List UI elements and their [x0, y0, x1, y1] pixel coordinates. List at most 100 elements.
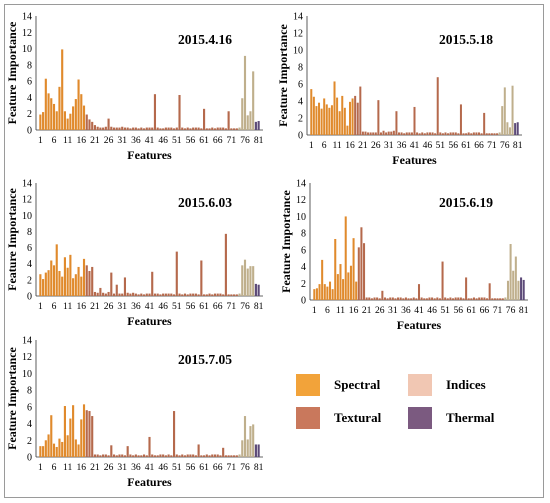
bar-spectral	[341, 95, 344, 135]
bar-spectral	[52, 443, 56, 457]
bar-textural	[452, 298, 455, 300]
bar-spectral	[50, 260, 53, 296]
bar-textural	[186, 294, 189, 296]
y-axis-label: Feature Importance	[5, 21, 19, 124]
x-tick-label: 71	[493, 305, 503, 316]
bar-spectral	[44, 272, 47, 296]
x-tick-label: 16	[345, 140, 355, 151]
bar-textural	[132, 455, 135, 457]
bar-textural	[452, 132, 455, 135]
bar-textural	[93, 291, 96, 296]
bar-spectral	[323, 98, 326, 135]
legend-item-indices: Indices	[408, 374, 486, 396]
bar-spectral	[44, 78, 47, 130]
bar-spectral	[328, 107, 331, 135]
y-tick-label: 6	[27, 77, 32, 88]
bar-textural	[88, 119, 91, 130]
bar-spectral	[50, 98, 53, 130]
bar-spectral	[77, 444, 80, 457]
bar-textural	[123, 277, 127, 296]
bar-textural	[446, 298, 449, 300]
bar-textural	[417, 284, 421, 300]
y-tick-label: 12	[22, 28, 32, 39]
bar-textural	[222, 447, 225, 457]
bar-textural	[369, 132, 372, 135]
bar-textural	[418, 133, 421, 135]
bar-textural	[99, 287, 102, 296]
x-tick-label: 1	[312, 305, 317, 316]
bar-spectral	[42, 279, 45, 296]
bar-textural	[357, 247, 360, 300]
bar-textural	[197, 127, 200, 130]
bar-indices	[249, 111, 252, 130]
bar-textural	[186, 127, 189, 130]
bar-textural	[194, 127, 197, 130]
bar-spectral	[318, 102, 321, 135]
x-tick-label: 1	[38, 301, 43, 312]
x-axis-label: Features	[127, 314, 172, 328]
x-tick-label: 16	[76, 135, 86, 146]
bar-textural	[85, 410, 88, 457]
bar-textural	[436, 77, 439, 135]
bar-spectral	[349, 265, 352, 300]
bar-textural	[364, 131, 367, 135]
bar-spectral	[343, 107, 346, 135]
bar-spectral	[61, 441, 64, 457]
bar-textural	[480, 133, 483, 135]
y-tick-label: 6	[298, 80, 303, 91]
bar-textural	[96, 126, 99, 130]
bar-spectral	[336, 274, 339, 300]
x-axis-label: Features	[397, 318, 442, 332]
x-tick-label: 36	[397, 140, 407, 151]
y-axis-label: Feature Importance	[279, 189, 293, 292]
bar-spectral	[55, 111, 58, 130]
bar-textural	[203, 108, 206, 130]
bar-textural	[219, 293, 222, 296]
bar-spectral	[55, 244, 58, 296]
bar-textural	[189, 128, 192, 130]
bar-textural	[465, 133, 468, 135]
bar-textural	[137, 455, 140, 457]
bar-textural	[167, 293, 170, 296]
y-tick-label: 2	[298, 114, 303, 125]
bar-indices	[238, 293, 241, 296]
bar-spectral	[47, 434, 50, 457]
bar-textural	[428, 132, 431, 135]
bar-textural	[216, 127, 219, 130]
bar-textural	[219, 127, 222, 130]
bar-spectral	[80, 94, 83, 130]
bar-textural	[88, 411, 91, 457]
x-tick-label: 61	[199, 301, 209, 312]
bar-textural	[454, 132, 457, 135]
bar-textural	[123, 455, 127, 457]
bar-textural	[121, 293, 124, 296]
bar-spectral	[330, 105, 333, 135]
bar-indices	[509, 244, 512, 300]
x-tick-label: 11	[63, 462, 72, 473]
bar-textural	[121, 454, 124, 457]
bar-spectral	[58, 438, 61, 457]
bar-textural	[134, 127, 137, 130]
y-tick-label: 4	[301, 262, 306, 273]
x-tick-label: 31	[384, 140, 394, 151]
bar-textural	[134, 293, 137, 296]
bar-textural	[235, 294, 238, 296]
bar-textural	[459, 104, 462, 135]
bar-spectral	[42, 446, 45, 457]
bar-textural	[107, 291, 110, 296]
bar-textural	[140, 127, 143, 130]
bar-indices	[243, 55, 247, 130]
bar-spectral	[355, 281, 358, 300]
bar-textural	[472, 297, 475, 300]
bar-textural	[383, 297, 386, 300]
bar-textural	[142, 128, 146, 130]
bar-spectral	[39, 446, 42, 457]
bar-textural	[118, 127, 121, 130]
bar-spectral	[80, 276, 83, 296]
bar-spectral	[69, 418, 72, 457]
bar-textural	[465, 277, 468, 300]
bar-textural	[233, 128, 236, 130]
bar-textural	[392, 130, 395, 135]
bar-textural	[486, 298, 489, 300]
x-tick-label: 46	[158, 462, 168, 473]
